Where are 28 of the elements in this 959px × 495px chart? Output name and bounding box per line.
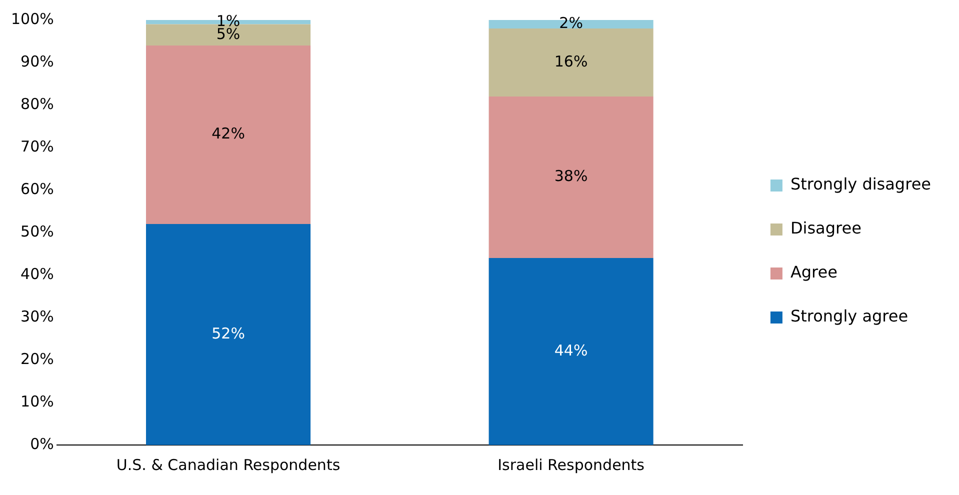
data-label: 16% — [554, 52, 588, 70]
y-tick-label: 50% — [20, 222, 54, 240]
data-label: 52% — [212, 324, 245, 342]
bar — [488, 258, 654, 445]
y-tick-label: 90% — [20, 52, 54, 70]
bar — [146, 224, 311, 445]
y-tick-label: 0% — [30, 434, 54, 453]
bar — [488, 28, 654, 96]
data-label: 44% — [554, 341, 588, 360]
data-label: 38% — [554, 167, 588, 186]
x-tick-label: Israeli Respondents — [498, 456, 645, 474]
legend-label: Disagree — [790, 218, 862, 238]
y-tick-label: 40% — [20, 264, 54, 283]
y-tick-label: 30% — [20, 307, 54, 326]
data-label: 42% — [212, 124, 245, 143]
y-tick-label: 20% — [20, 350, 54, 368]
x-tick-label: U.S. & Canadian Respondents — [116, 456, 340, 474]
data-label: 2% — [559, 14, 583, 32]
y-tick-label: 60% — [20, 180, 54, 198]
y-tick-label: 100% — [10, 10, 54, 28]
y-tick-label: 70% — [20, 137, 54, 156]
bar — [488, 96, 654, 258]
legend-label: Strongly agree — [790, 306, 908, 326]
bar — [146, 46, 311, 224]
legend-label: Strongly disagree — [790, 174, 932, 194]
y-tick-label: 10% — [20, 392, 54, 410]
legend-label: Agree — [790, 262, 838, 282]
y-tick-label: 80% — [20, 94, 54, 113]
